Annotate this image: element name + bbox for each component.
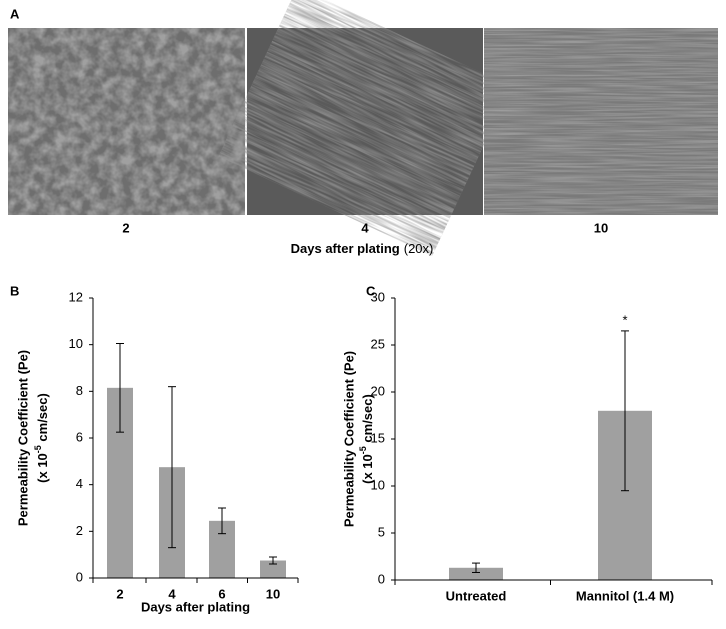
y-axis-unit-part: (x 10 (360, 454, 375, 484)
y-tick-label: 0 (76, 569, 83, 584)
y-axis-unit-part: -5 (33, 445, 43, 453)
x-axis-title: Days after plating (141, 599, 250, 614)
y-tick-label: 10 (69, 336, 83, 351)
x-tick-label: Untreated (446, 588, 507, 603)
x-tick-label: 10 (266, 586, 280, 601)
y-axis-title: Permeability Coefficient (Pe) (341, 351, 356, 527)
y-axis-unit-part: cm/sec) (35, 393, 50, 445)
error-bar (621, 330, 629, 492)
y-tick-label: 8 (76, 383, 83, 398)
y-axis-unit: (x 10-5 cm/sec) (358, 394, 375, 484)
y-tick-label: 4 (76, 476, 83, 491)
y-axis-unit-part: (x 10 (35, 453, 50, 483)
y-tick-label: 25 (371, 336, 385, 351)
micrograph-3 (484, 28, 718, 215)
error-bar (269, 556, 277, 565)
y-axis-unit-part: -5 (358, 446, 368, 454)
y-tick-label: 10 (371, 477, 385, 492)
y-tick-label: 6 (76, 429, 83, 444)
x-tick-label: 2 (116, 586, 123, 601)
bar (449, 567, 503, 580)
y-axis-unit: (x 10-5 cm/sec) (33, 393, 50, 483)
panel-label: B (10, 283, 19, 298)
error-bar (168, 386, 176, 549)
bar (260, 560, 286, 578)
error-bar (116, 343, 124, 433)
image-caption: 4 (361, 220, 369, 235)
y-axis-title: Permeability Coefficient (Pe) (15, 350, 30, 526)
x-tick-label: 6 (218, 586, 225, 601)
micrograph-1 (8, 28, 245, 215)
image-caption: 10 (594, 220, 608, 235)
annotation: * (622, 312, 627, 327)
y-tick-label: 0 (378, 571, 385, 586)
y-tick-label: 12 (69, 289, 83, 304)
panel-a-xlabel: Days after plating (20x) (291, 241, 434, 256)
y-tick-label: 30 (371, 289, 385, 304)
y-tick-label: 15 (371, 430, 385, 445)
y-tick-label: 2 (76, 523, 83, 538)
y-axis-unit-part: cm/sec) (360, 394, 375, 446)
panel-label: A (10, 6, 20, 21)
error-bar (472, 562, 480, 573)
x-tick-label: Mannitol (1.4 M) (576, 588, 674, 603)
error-bar (218, 507, 226, 535)
y-tick-label: 20 (371, 383, 385, 398)
panel-label: C (366, 283, 376, 298)
y-tick-label: 5 (378, 524, 385, 539)
image-caption: 2 (122, 220, 129, 235)
x-tick-label: 4 (168, 586, 176, 601)
micrograph-2 (218, 0, 511, 256)
